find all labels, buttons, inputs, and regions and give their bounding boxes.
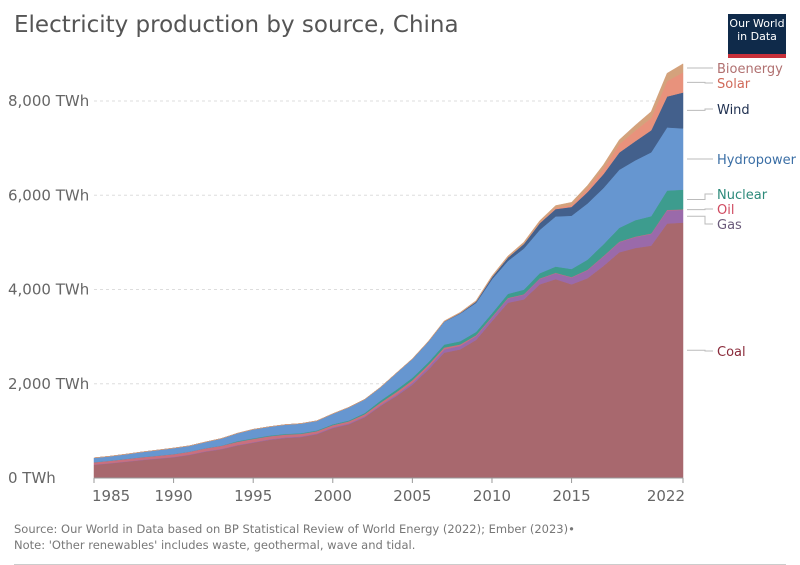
x-tick-label: 2015 <box>552 487 590 505</box>
area-bioenergy <box>93 63 684 459</box>
source-text: Source: Our World in Data based on BP St… <box>14 522 575 536</box>
x-tick-label: 1990 <box>155 487 193 505</box>
label-connector <box>687 81 713 84</box>
x-tick-label: 2010 <box>473 487 511 505</box>
x-tick-label: 2000 <box>314 487 352 505</box>
note-text: Note: 'Other renewables' includes waste,… <box>14 538 416 552</box>
label-connector <box>687 208 713 211</box>
series-label-nuclear: Nuclear <box>717 188 768 203</box>
x-tick-label: 2005 <box>393 487 431 505</box>
x-tick-label: 2022 <box>647 487 685 505</box>
x-tick-label: 1995 <box>234 487 272 505</box>
series-label-bioenergy: Bioenergy <box>717 62 783 77</box>
y-tick-label: 6,000 TWh <box>8 186 89 204</box>
y-tick-label: 0 TWh <box>8 469 56 487</box>
logo-text: Our World in Data <box>729 17 785 43</box>
series-label-hydropower: Hydropower <box>717 153 797 168</box>
series-label-solar: Solar <box>717 77 751 92</box>
series-label-gas: Gas <box>717 218 742 233</box>
label-connector <box>687 349 713 352</box>
y-tick-label: 8,000 TWh <box>8 92 89 110</box>
series-label-wind: Wind <box>717 103 750 118</box>
x-tick-label: 1985 <box>92 487 130 505</box>
series-label-coal: Coal <box>717 345 746 360</box>
label-connector <box>687 193 713 200</box>
series-label-oil: Oil <box>717 203 734 218</box>
label-connector <box>687 215 713 225</box>
y-tick-label: 4,000 TWh <box>8 281 89 299</box>
y-tick-label: 2,000 TWh <box>8 375 89 393</box>
label-connector <box>687 108 713 111</box>
chart-title: Electricity production by source, China <box>14 12 459 38</box>
owid-logo[interactable]: Our World in Data <box>728 14 786 58</box>
